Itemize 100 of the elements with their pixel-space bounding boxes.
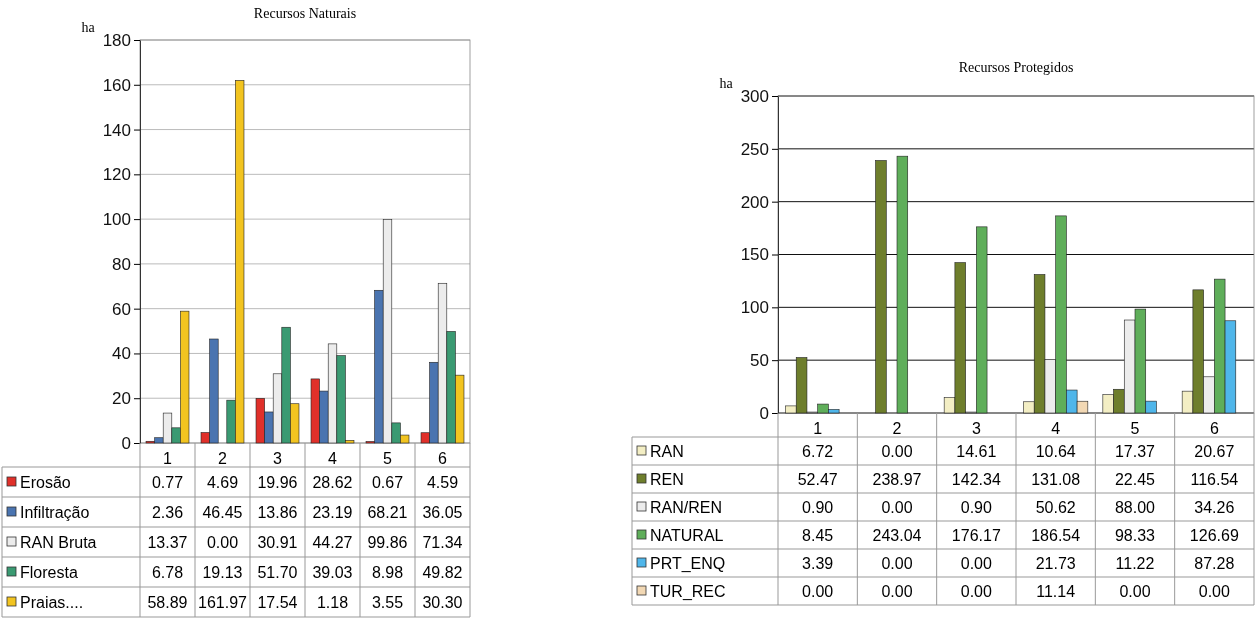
y-tick-label: 50 <box>750 351 769 371</box>
x-tick-label: 3 <box>273 450 283 467</box>
data-label: 17.54 <box>257 594 298 611</box>
y-tick-label: 120 <box>102 165 131 185</box>
data-label: 6.78 <box>151 564 184 581</box>
y-axis-title: ha <box>81 20 96 35</box>
data-label: 0.00 <box>1119 583 1151 600</box>
y-tick-label: 20 <box>112 389 131 409</box>
legend-label: RAN <box>650 443 684 460</box>
legend-label: REN <box>650 471 684 488</box>
data-label: 0.00 <box>881 555 913 572</box>
data-label: 126.69 <box>1189 527 1239 544</box>
data-label: 161.97 <box>198 594 248 611</box>
y-tick-label: 40 <box>112 344 131 364</box>
data-label: 0.00 <box>1198 583 1231 600</box>
data-label: 4.59 <box>426 474 459 491</box>
data-label: 0.00 <box>802 583 834 600</box>
data-label: 51.70 <box>257 564 298 581</box>
y-tick-label: 100 <box>102 210 131 230</box>
data-label: 8.98 <box>371 564 404 581</box>
bar <box>875 160 887 414</box>
data-label: 176.17 <box>951 527 1001 544</box>
y-tick-label: 200 <box>740 192 769 212</box>
data-label: 0.67 <box>371 474 404 491</box>
data-label: 30.30 <box>422 594 463 611</box>
legend-label: RAN Bruta <box>20 534 97 551</box>
data-label: 21.73 <box>1035 555 1076 572</box>
y-axis-title: ha <box>719 76 734 91</box>
x-tick-label: 2 <box>892 420 902 437</box>
data-label: 0.00 <box>881 583 913 600</box>
data-label: 8.45 <box>802 527 834 544</box>
data-label: 142.34 <box>951 471 1001 488</box>
data-label: 52.47 <box>797 471 838 488</box>
data-label: 36.05 <box>422 504 463 521</box>
y-tick-label: 0 <box>121 433 131 453</box>
data-label: 0.90 <box>802 499 834 516</box>
data-label: 243.04 <box>872 527 922 544</box>
data-label: 4.69 <box>206 474 239 491</box>
legend-label: PRT_ENQ <box>650 555 726 573</box>
y-tick-label: 80 <box>112 254 131 274</box>
y-tick-label: 180 <box>102 30 131 50</box>
data-label: 1.18 <box>316 594 349 611</box>
bar <box>896 155 909 414</box>
y-tick-label: 160 <box>102 75 131 95</box>
x-tick-label: 3 <box>971 420 981 437</box>
data-label: 0.00 <box>881 499 913 516</box>
data-label: 49.82 <box>422 564 463 581</box>
data-label: 87.28 <box>1194 555 1235 572</box>
data-label: 50.62 <box>1035 499 1076 516</box>
legend-label: Floresta <box>20 564 78 581</box>
legend-label: Praias.... <box>20 594 84 611</box>
data-label: 19.96 <box>257 474 298 491</box>
data-label: 88.00 <box>1114 499 1156 516</box>
data-label: 39.03 <box>312 564 353 581</box>
data-label: 20.67 <box>1194 443 1235 460</box>
data-label: 98.33 <box>1114 527 1156 544</box>
data-label: 0.00 <box>960 555 993 572</box>
x-tick-label: 6 <box>1209 420 1219 437</box>
data-label: 34.26 <box>1194 499 1235 516</box>
legend-label: NATURAL <box>650 527 724 544</box>
data-label: 238.97 <box>872 471 922 488</box>
y-tick-label: 140 <box>102 120 131 140</box>
y-tick-label: 0 <box>759 403 769 423</box>
data-label: 186.54 <box>1031 527 1081 544</box>
y-tick-label: 60 <box>112 299 131 319</box>
legend-label: TUR_REC <box>650 583 726 601</box>
data-label: 14.61 <box>956 443 997 460</box>
data-label: 10.64 <box>1035 443 1076 460</box>
chart-title: Recursos Naturais <box>253 6 357 21</box>
legend-label: Erosão <box>20 474 71 491</box>
legend-label: Infiltração <box>20 504 90 521</box>
data-label: 3.39 <box>802 555 834 572</box>
data-label: 116.54 <box>1190 471 1239 488</box>
data-label: 2.36 <box>151 504 184 521</box>
data-label: 28.62 <box>312 474 353 491</box>
data-label: 22.45 <box>1114 471 1156 488</box>
data-label: 30.91 <box>257 534 298 551</box>
data-label: 0.77 <box>151 474 184 491</box>
x-tick-label: 5 <box>1130 420 1140 437</box>
data-label: 11.22 <box>1115 555 1155 572</box>
data-label: 0.00 <box>206 534 239 551</box>
data-label: 0.90 <box>960 499 993 516</box>
data-label: 44.27 <box>312 534 353 551</box>
y-tick-label: 150 <box>740 245 769 265</box>
x-tick-label: 2 <box>218 450 228 467</box>
x-tick-label: 1 <box>163 450 173 467</box>
data-label: 19.13 <box>202 564 243 581</box>
data-label: 68.21 <box>367 504 408 521</box>
data-label: 0.00 <box>960 583 993 600</box>
data-label: 3.55 <box>371 594 404 611</box>
data-label: 11.14 <box>1036 583 1076 600</box>
data-label: 71.34 <box>422 534 463 551</box>
x-tick-label: 1 <box>813 420 823 437</box>
y-tick-label: 250 <box>740 139 769 159</box>
x-tick-label: 4 <box>328 450 338 467</box>
y-tick-label: 100 <box>740 298 769 318</box>
data-label: 131.08 <box>1031 471 1081 488</box>
data-label: 23.19 <box>312 504 353 521</box>
data-label: 99.86 <box>367 534 408 551</box>
data-label: 0.00 <box>881 443 913 460</box>
